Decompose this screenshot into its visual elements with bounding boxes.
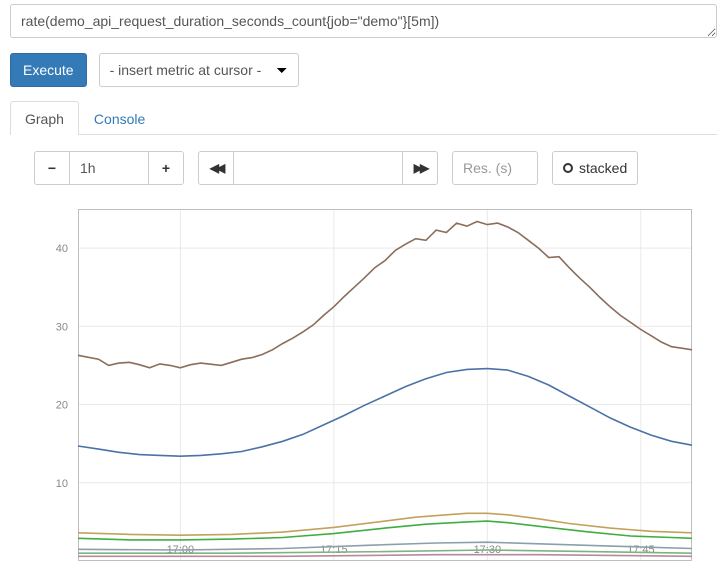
stacked-label: stacked: [579, 160, 627, 176]
range-value-input[interactable]: [69, 151, 149, 185]
resolution-field[interactable]: [463, 160, 527, 176]
metric-insert-select[interactable]: - insert metric at cursor -: [99, 53, 299, 87]
svg-text:20: 20: [56, 400, 68, 412]
execute-button[interactable]: Execute: [10, 53, 87, 87]
fast-forward-icon: ▶▶: [414, 161, 426, 175]
result-tabs: Graph Console: [10, 101, 717, 135]
chart-svg: 1020304017:0017:1517:3017:45: [34, 201, 697, 571]
svg-text:17:45: 17:45: [627, 544, 655, 556]
timeseries-chart: 1020304017:0017:1517:3017:45: [34, 201, 699, 571]
range-decrease-button[interactable]: −: [34, 151, 70, 185]
rewind-icon: ◀◀: [210, 161, 222, 175]
unstacked-icon: [563, 163, 573, 173]
time-nav-group: ◀◀ ▶▶: [198, 151, 438, 185]
svg-text:40: 40: [56, 243, 68, 255]
range-value-field[interactable]: [80, 160, 138, 176]
end-time-input[interactable]: [233, 151, 403, 185]
range-increase-button[interactable]: +: [148, 151, 184, 185]
graph-controls: − + ◀◀ ▶▶ stacked: [34, 151, 699, 185]
svg-text:30: 30: [56, 321, 68, 333]
time-back-button[interactable]: ◀◀: [198, 151, 234, 185]
tab-console[interactable]: Console: [79, 101, 160, 135]
time-range-group: − +: [34, 151, 184, 185]
stacked-group: stacked: [552, 151, 638, 185]
query-expression-input[interactable]: [10, 4, 717, 38]
svg-text:10: 10: [56, 478, 68, 490]
resolution-input[interactable]: [452, 151, 538, 185]
time-forward-button[interactable]: ▶▶: [402, 151, 438, 185]
end-time-field[interactable]: [244, 160, 392, 176]
tab-graph[interactable]: Graph: [10, 101, 79, 135]
stacked-toggle-button[interactable]: stacked: [552, 151, 638, 185]
resolution-group: [452, 151, 538, 185]
